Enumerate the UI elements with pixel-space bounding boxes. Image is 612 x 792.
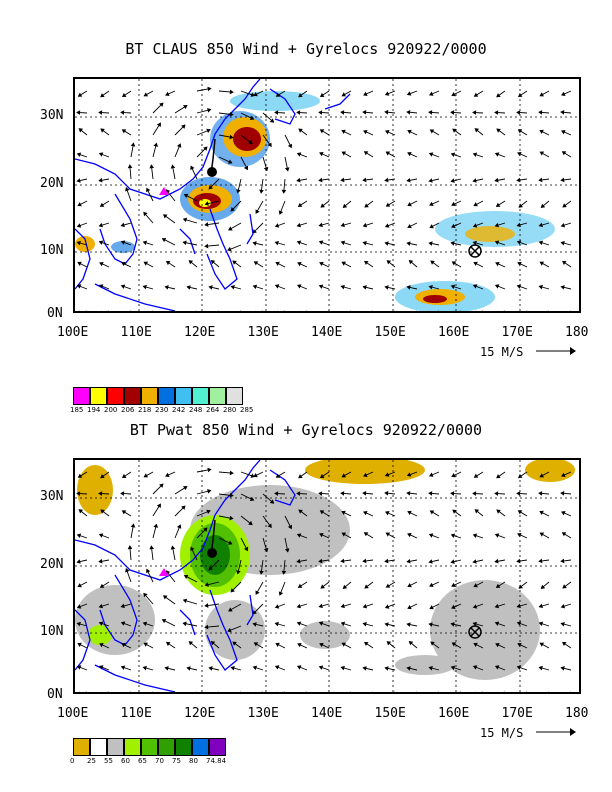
- panel2-storm-center: [207, 548, 217, 558]
- panel2-wind-arrows: [76, 467, 572, 692]
- panel1-xtick: 110E: [120, 325, 152, 340]
- panel1-scale-label: 15 M/S: [480, 345, 524, 359]
- panel2-storm-track: [159, 519, 482, 639]
- panel1-xtick: 130E: [247, 325, 279, 340]
- panel2-scale-arrow: [536, 728, 576, 736]
- panel2-xtick: 150E: [374, 706, 406, 721]
- colorbar-tick-label: 285: [240, 406, 254, 414]
- panel2-map: [73, 458, 581, 694]
- panel2-ytick: 0N: [47, 687, 63, 702]
- colorbar-swatch: [73, 387, 90, 405]
- panel2-ytick: 10N: [40, 624, 64, 639]
- panel1-storm-track: [159, 138, 482, 258]
- panel1-storm-center: [207, 167, 217, 177]
- colorbar-tick-label: 0: [70, 757, 75, 765]
- panel1-title: BT CLAUS 850 Wind + Gyrelocs 920922/0000: [125, 40, 487, 58]
- colorbar-swatch: [141, 738, 158, 756]
- panel1-xtick: 100E: [57, 325, 89, 340]
- colorbar-tick-label: 206: [121, 406, 135, 414]
- colorbar-tick-label: 55: [104, 757, 113, 765]
- colorbar-swatch: [107, 387, 124, 405]
- colorbar-tick-label: 230: [155, 406, 169, 414]
- panel1-map: [73, 77, 581, 313]
- panel2-triangle-marker: [159, 568, 169, 576]
- panel2-xtick: 180: [565, 706, 589, 721]
- panel1-ytick: 20N: [40, 176, 64, 191]
- colorbar-tick-label: 74.84: [206, 757, 227, 765]
- colorbar-tick-label: 65: [138, 757, 147, 765]
- colorbar-tick-label: 280: [223, 406, 237, 414]
- colorbar-swatch: [90, 387, 107, 405]
- panel2-xtick: 100E: [57, 706, 89, 721]
- panel2-xtick: 160E: [438, 706, 470, 721]
- colorbar-swatch: [226, 387, 243, 405]
- panel1-wind-arrows: [76, 86, 572, 311]
- panel2-scale-label: 15 M/S: [480, 726, 524, 740]
- colorbar-tick-label: 218: [138, 406, 152, 414]
- panel1-xtick: 180: [565, 325, 589, 340]
- colorbar-tick-label: 25: [87, 757, 96, 765]
- panel1-ytick: 0N: [47, 306, 63, 321]
- panel1-xtick: 170E: [501, 325, 533, 340]
- panel2-map-graphic: [75, 460, 579, 692]
- panel1-scale-arrow: [536, 347, 576, 355]
- panel2-xtick: 110E: [120, 706, 152, 721]
- colorbar-tick-label: 60: [121, 757, 130, 765]
- colorbar-swatch: [209, 387, 226, 405]
- panel2-ytick: 20N: [40, 557, 64, 572]
- panel2-gyre-marker: [468, 625, 482, 639]
- panel1-xtick: 160E: [438, 325, 470, 340]
- colorbar-tick-label: 264: [206, 406, 220, 414]
- colorbar-swatch: [158, 738, 175, 756]
- colorbar-swatch: [73, 738, 90, 756]
- panel2-ytick: 30N: [40, 489, 64, 504]
- panel2-pwat-shading: [75, 460, 575, 680]
- colorbar-swatch: [192, 387, 209, 405]
- colorbar-swatch: [90, 738, 107, 756]
- panel2-title: BT Pwat 850 Wind + Gyrelocs 920922/0000: [129, 421, 483, 439]
- colorbar-swatch: [192, 738, 209, 756]
- colorbar-tick-label: 242: [172, 406, 186, 414]
- panel1-xtick: 150E: [374, 325, 406, 340]
- colorbar-swatch: [107, 738, 124, 756]
- panel1-gridlines: [75, 79, 579, 311]
- panel1-coastlines: [75, 79, 351, 311]
- panel1-xtick: 140E: [311, 325, 343, 340]
- panel1-cloud-shading: [75, 91, 555, 311]
- colorbar-tick-label: 185: [70, 406, 84, 414]
- colorbar-tick-label: 194: [87, 406, 101, 414]
- colorbar-tick-label: 70: [155, 757, 164, 765]
- panel2-xtick: 130E: [247, 706, 279, 721]
- colorbar-swatch: [124, 387, 141, 405]
- colorbar-swatch: [175, 387, 192, 405]
- panel2-xtick: 170E: [501, 706, 533, 721]
- colorbar-swatch: [209, 738, 226, 756]
- panel2-coastlines: [75, 460, 296, 692]
- panel1-gyre-marker: [468, 244, 482, 258]
- panel2-gridlines: [75, 460, 579, 692]
- colorbar-swatch: [124, 738, 141, 756]
- panel1-triangle-marker: [159, 187, 169, 195]
- colorbar-tick-label: 75: [172, 757, 181, 765]
- colorbar-tick-label: 248: [189, 406, 203, 414]
- panel2-xtick: 120E: [184, 706, 216, 721]
- colorbar-tick-label: 200: [104, 406, 118, 414]
- colorbar-swatch: [141, 387, 158, 405]
- colorbar-swatch: [175, 738, 192, 756]
- colorbar-tick-label: 80: [189, 757, 198, 765]
- panel1-ytick: 30N: [40, 108, 64, 123]
- panel1-map-graphic: [75, 79, 579, 311]
- panel1-xtick: 120E: [184, 325, 216, 340]
- panel2-xtick: 140E: [311, 706, 343, 721]
- panel1-ytick: 10N: [40, 243, 64, 258]
- colorbar-swatch: [158, 387, 175, 405]
